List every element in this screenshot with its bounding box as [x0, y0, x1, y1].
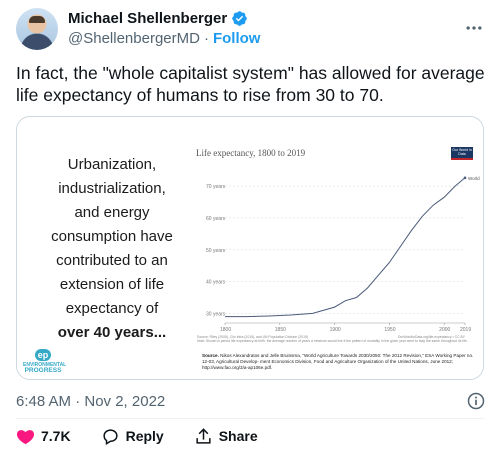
tweet-media-image[interactable]: Urbanization, industrialization, and ene…	[16, 116, 484, 380]
logo-text-top: ENVIRONMENTAL	[23, 362, 67, 368]
caption-line: expectancy of	[65, 300, 159, 317]
chart-license: OurWorldInData.org/life-expectancy • CC …	[398, 335, 466, 339]
y-tick-label: 70 years	[206, 184, 226, 190]
owid-logo: Our World in Data	[451, 147, 473, 160]
series-line	[225, 177, 466, 318]
follow-button[interactable]: Follow	[212, 30, 261, 47]
author-handle[interactable]: @ShellenbergerMD	[68, 30, 200, 47]
tweet-header: Michael Shellenberger @ShellenbergerMD ·…	[16, 8, 484, 52]
like-count: 7.7K	[41, 428, 71, 444]
logo-text-bottom: PROGRESS	[24, 367, 62, 374]
chart-note: Note: Shown is period life expectancy at…	[197, 339, 468, 343]
chart-plot: 30 years 40 years 50 years 60 years 70 years…	[197, 176, 480, 343]
chart-title: Life expectancy, 1800 to 2019	[196, 148, 306, 158]
environmental-progress-logo: ep ENVIRONMENTAL PROGRESS	[23, 349, 67, 375]
x-tick-label: 2000	[439, 327, 450, 333]
info-icon[interactable]	[466, 391, 486, 411]
caption-line: and energy	[74, 204, 150, 221]
media-caption: Urbanization, industrialization, and ene…	[23, 153, 201, 345]
chart-note: Source: Riley (2005), Clio Infra (2015),…	[197, 335, 308, 339]
handle-row: @ShellenbergerMD · Follow	[68, 30, 260, 47]
caption-line: contributed to an	[56, 252, 168, 269]
x-tick-label: 2019	[460, 327, 471, 333]
series-label: World	[468, 176, 480, 181]
divider	[16, 418, 484, 419]
reply-icon	[102, 428, 118, 445]
x-tick-label: 1800	[220, 327, 231, 333]
share-icon	[196, 427, 211, 444]
avatar[interactable]	[16, 8, 58, 50]
y-tick-label: 30 years	[206, 311, 226, 317]
tweet-timestamp[interactable]: 6:48 AM · Nov 2, 2022	[16, 393, 166, 410]
share-button[interactable]: Share	[194, 427, 258, 446]
verified-badge-icon	[232, 11, 247, 26]
series-endpoint	[463, 176, 467, 180]
life-expectancy-chart: Life expectancy, 1800 to 2019 Our World …	[193, 145, 483, 347]
x-tick-label: 1900	[330, 327, 341, 333]
x-tick-label: 1850	[275, 327, 286, 333]
reply-label: Reply	[125, 428, 164, 444]
chart-source: Source. Nikos Alexandratos and Jelle Bru…	[202, 353, 478, 371]
caption-line-bold: over 40 years...	[57, 324, 167, 341]
y-tick-label: 40 years	[206, 280, 226, 286]
source-text: Nikos Alexandratos and Jelle Bruinsma, "…	[202, 353, 474, 370]
logo-mark: ep	[35, 349, 51, 361]
separator-dot: ·	[203, 30, 209, 47]
caption-line: consumption have	[51, 228, 173, 245]
source-label: Source.	[202, 353, 219, 358]
caption-line: Urbanization,	[67, 156, 157, 173]
heart-icon	[16, 429, 35, 444]
share-label: Share	[218, 428, 258, 444]
y-tick-label: 60 years	[206, 216, 226, 222]
author-name-row: Michael Shellenberger	[68, 10, 248, 27]
action-bar: 7.7K Reply Share	[16, 425, 288, 447]
more-options-icon[interactable]	[464, 18, 484, 38]
reply-button[interactable]: Reply	[101, 427, 164, 446]
caption-line: industrialization,	[58, 180, 166, 197]
y-tick-label: 50 years	[206, 248, 226, 254]
x-tick-label: 1950	[384, 327, 395, 333]
tweet-text: In fact, the "whole capitalist system" h…	[16, 63, 485, 105]
caption-line: extension of life	[59, 276, 165, 293]
author-name[interactable]: Michael Shellenberger	[68, 10, 228, 27]
like-button[interactable]: 7.7K	[16, 427, 71, 446]
